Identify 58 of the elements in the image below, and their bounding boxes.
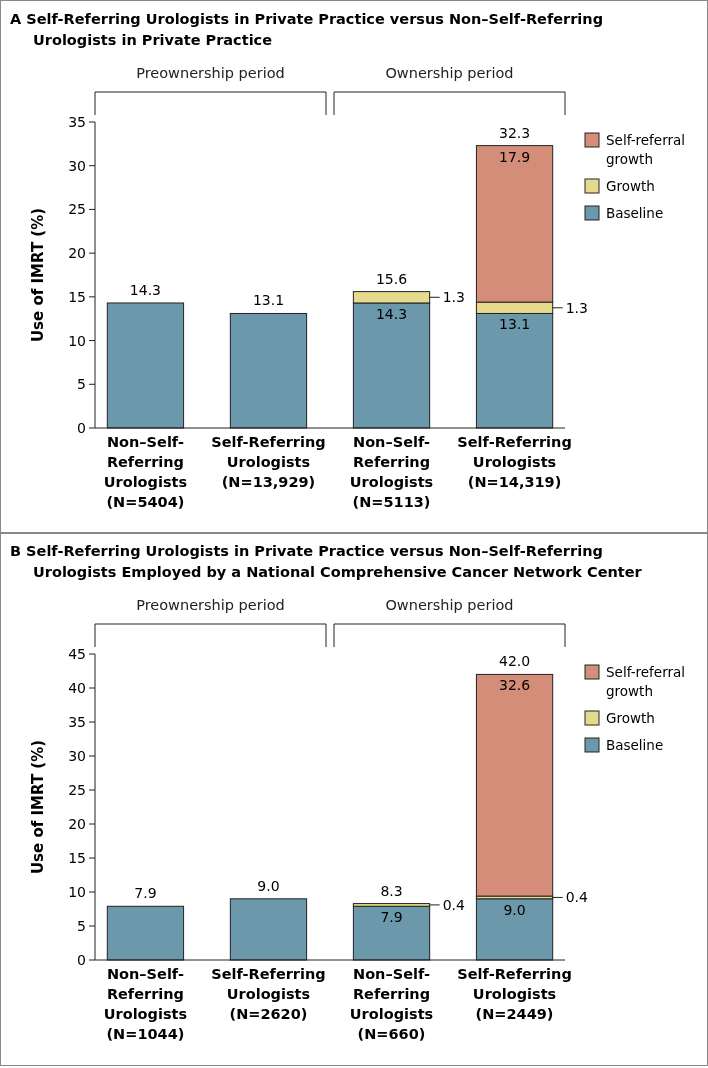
y-tick-label: 0: [77, 420, 86, 436]
total-label: 13.1: [252, 292, 285, 309]
x-tick-label: Self-Referring Urologists (N=13,929): [211, 434, 326, 490]
legend-label: Growth: [606, 710, 655, 726]
data-label: 1.3: [442, 289, 465, 306]
y-tick-label: 30: [68, 157, 86, 174]
data-label: 7.9: [380, 909, 403, 926]
y-axis-title: Use of IMRT (%): [29, 207, 47, 343]
x-tick-label: Self-Referring Urologists (N=14,319): [457, 434, 572, 490]
y-tick-label: 30: [68, 748, 86, 764]
y-tick-label: 15: [68, 850, 86, 866]
data-label: 32.6: [498, 677, 531, 694]
data-label: 0.4: [442, 896, 466, 913]
y-tick-label: 20: [68, 245, 86, 262]
y-tick-label: 5: [77, 918, 86, 934]
y-tick-label: 20: [68, 816, 86, 832]
data-label: 17.9: [498, 148, 531, 165]
y-tick-label: 35: [68, 114, 86, 130]
total-label: 8.3: [380, 882, 403, 899]
data-label: 0.4: [565, 889, 589, 906]
x-tick-label: Non–Self- Referring Urologists (N=1044): [103, 966, 188, 1042]
y-tick-label: 10: [68, 884, 86, 900]
y-axis-title: Use of IMRT (%): [29, 739, 47, 875]
y-tick-label: 45: [68, 646, 86, 662]
text: Ownership period: [385, 65, 514, 81]
data-label: 1.3: [565, 299, 588, 316]
text: Ownership period: [385, 597, 514, 613]
y-tick-label: 25: [68, 782, 86, 798]
legend-label: Baseline: [606, 205, 664, 221]
total-label: 42.0: [498, 653, 531, 670]
x-tick-label: Self-Referring Urologists (N=2620): [211, 966, 326, 1022]
y-tick-label: 35: [68, 714, 86, 730]
total-label: 7.9: [134, 885, 157, 902]
legend-label: Baseline: [606, 737, 664, 753]
x-tick-label: Non–Self- Referring Urologists (N=5404): [103, 434, 188, 510]
legend-label: Growth: [606, 178, 655, 194]
total-label: 9.0: [257, 877, 280, 894]
text: Preownership period: [136, 597, 285, 613]
data-label: 14.3: [375, 305, 408, 322]
y-tick-label: 15: [68, 288, 86, 305]
data-label: 13.1: [498, 316, 531, 333]
y-tick-label: 5: [77, 376, 86, 393]
data-label: 9.0: [503, 901, 526, 918]
total-label: 32.3: [498, 124, 531, 141]
x-tick-label: Non–Self- Referring Urologists (N=660): [349, 966, 434, 1042]
chart-title: A Self-Referring Urologists in Private Practice versus Non–Self-Referring Urologists in Private Practice: [10, 11, 604, 48]
text: Preownership period: [136, 65, 285, 81]
y-tick-label: 0: [77, 952, 86, 968]
x-tick-label: Self-Referring Urologists (N=2449): [457, 966, 572, 1022]
y-tick-label: 10: [68, 332, 86, 349]
y-tick-label: 40: [68, 680, 86, 696]
total-label: 14.3: [129, 281, 162, 298]
legend-label: Self-referral growth: [606, 664, 686, 699]
total-label: 15.6: [375, 270, 408, 287]
chart-title: B Self-Referring Urologists in Private Practice versus Non–Self-Referring Urologists Employed by a National Comprehensive Cancer Network Center: [10, 543, 643, 580]
x-tick-label: Non–Self- Referring Urologists (N=5113): [349, 434, 434, 510]
legend-label: Self-referral growth: [606, 132, 686, 167]
y-tick-label: 25: [68, 201, 86, 218]
